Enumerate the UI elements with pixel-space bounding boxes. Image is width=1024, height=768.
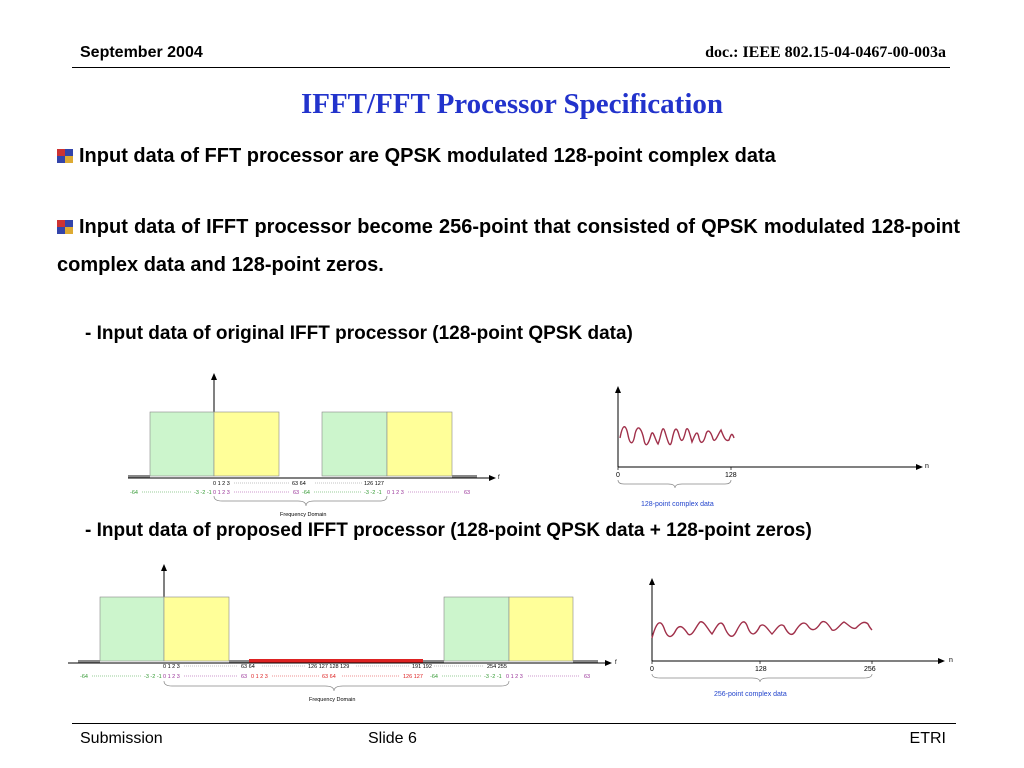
x-axis-arrow-icon [916,464,923,470]
n-axis-label: n [925,463,929,470]
block-green-2 [443,596,510,662]
time-domain-waveform-256: n 0 128 256 256-point complex data [649,578,953,698]
bullet-2: Input data of IFFT processor become 256-… [57,208,960,284]
baseline-left [78,660,100,663]
brace [213,495,388,507]
x-axis-arrow-icon [938,658,945,664]
footer-right: ETRI [909,730,946,747]
bullet-1: Input data of FFT processor are QPSK mod… [57,137,960,175]
tick-row2-i: -3 -2 -1 [484,674,502,680]
tick-row2-j: 0 1 2 3 [506,674,523,680]
frequency-domain-diagram-original: f 0 1 2 3 63 64 126 127 -64 -3 -2 -1 0 1… [128,373,500,518]
y-axis-arrow-icon [161,564,167,571]
brace [617,479,732,489]
tick-row2-f: 63 64 [322,674,336,680]
tick-row1-c: 126 127 [364,481,384,487]
tick-row2-c: 0 1 2 3 [163,674,180,680]
header-divider [72,67,950,68]
block-yellow-2 [508,596,574,662]
tick-0: 0 [616,472,620,479]
brace [651,673,873,683]
bullet-1-text: Input data of FFT processor are QPSK mod… [79,145,776,167]
brace [163,680,510,692]
tick-128: 128 [725,472,737,479]
tick-row2-c: 0 1 2 3 [213,490,230,496]
x-axis-arrow-icon [489,475,496,481]
x-axis-arrow-icon [605,660,612,666]
baseline-right [573,660,598,663]
subheading-proposed: - Input data of proposed IFFT processor … [85,520,812,541]
baseline-right [452,475,477,478]
bullet-icon [57,220,73,234]
block-green-1 [149,411,215,477]
tick-row2-b: -3 -2 -1 [194,490,212,496]
y-axis-arrow-icon [649,578,655,585]
tick-row2-d: 63 [293,490,299,496]
tick-row1-a: 0 1 2 3 [163,664,180,670]
block-green-2 [321,411,388,477]
header-date: September 2004 [80,44,203,61]
footer-slide-number: Slide 6 [368,730,417,747]
block-green-1 [99,596,165,662]
tick-row2-a: -64 [80,674,88,680]
baseline-mid-right [423,660,444,663]
frequency-domain-caption: Frequency Domain [280,512,326,518]
tick-row1-e: 254 255 [487,664,507,670]
waveform [651,620,873,639]
tick-row2-d: 63 [241,674,247,680]
tick-row2-e: -64 [302,490,310,496]
bullet-2-text: Input data of IFFT processor become 256-… [57,216,960,276]
tick-row1-d: 191 192 [412,664,432,670]
tick-row2-f: -3 -2 -1 [364,490,382,496]
tick-row2-h: -64 [430,674,438,680]
f-axis-label: f [498,475,500,481]
baseline-left [128,475,150,478]
y-axis-arrow-icon [211,373,217,380]
frequency-domain-caption: Frequency Domain [309,697,355,703]
tick-row2-h: 63 [464,490,470,496]
zero-padding-segment [249,659,423,663]
block-yellow-1 [163,596,230,662]
footer-left: Submission [80,730,163,747]
tick-0: 0 [650,666,654,673]
waveform-caption: 256-point complex data [714,691,787,698]
y-axis-arrow-icon [615,386,621,393]
tick-row2-b: -3 -2 -1 [144,674,162,680]
tick-row1-b: 63 64 [292,481,306,487]
tick-row1-a: 0 1 2 3 [213,481,230,487]
f-axis-label: f [615,660,617,666]
footer-divider [72,723,956,724]
frequency-domain-diagram-proposed: f 0 1 2 3 63 64 126 127 128 129 191 192 … [68,564,617,703]
slide-title: IFFT/FFT Processor Specification [300,88,724,120]
tick-row2-k: 63 [584,674,590,680]
waveform [619,426,735,446]
tick-row1-c: 126 127 128 129 [308,664,349,670]
tick-row2-e: 0 1 2 3 [251,674,268,680]
n-axis-label: n [949,657,953,664]
subheading-original: - Input data of original IFFT processor … [85,323,633,344]
block-yellow-1 [213,411,280,477]
bullet-icon [57,149,73,163]
tick-128: 128 [755,666,767,673]
tick-row2-g: 0 1 2 3 [387,490,404,496]
header-doc-id: doc.: IEEE 802.15-04-0467-00-003a [705,44,946,61]
tick-row2-g: 126 127 [403,674,423,680]
baseline-mid-left [229,660,249,663]
time-domain-waveform-128: n 0 128 128-point complex data [615,386,929,508]
tick-row1-b: 63 64 [241,664,255,670]
tick-row2-a: -64 [130,490,138,496]
waveform-caption: 128-point complex data [641,501,714,508]
tick-256: 256 [864,666,876,673]
block-yellow-2 [386,411,453,477]
